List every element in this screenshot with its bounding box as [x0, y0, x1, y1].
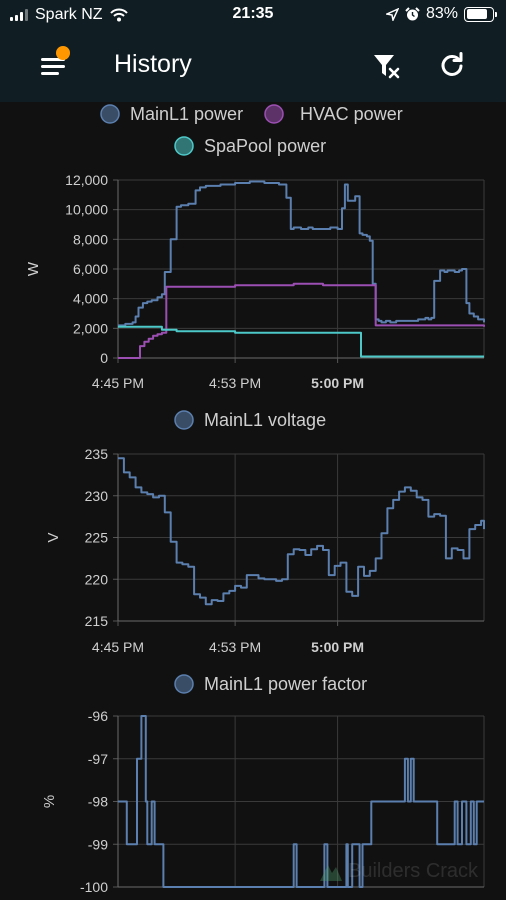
- y-tick-label: 230: [85, 488, 109, 504]
- wifi-icon: [109, 8, 128, 22]
- y-tick-label: 215: [85, 613, 109, 629]
- y-tick-label: -100: [80, 879, 108, 895]
- y-tick-label: 10,000: [65, 202, 108, 218]
- series-line-spapool-power: [118, 325, 484, 358]
- battery-icon: [464, 6, 497, 22]
- y-tick-label: -97: [88, 751, 108, 767]
- y-tick-label: 0: [100, 350, 108, 366]
- watermark: Builders Crack: [318, 860, 478, 883]
- charts-svg: MainL1 power HVAC power SpaPool power 0 2,00…: [25, 104, 485, 895]
- history-charts: MainL1 power HVAC power SpaPool power 0 2,00…: [0, 102, 506, 900]
- watermark-text: Builders Crack: [348, 860, 479, 882]
- battery-percent: 83%: [425, 5, 458, 22]
- y-tick-label: 12,000: [65, 172, 108, 188]
- y-tick-label: 225: [85, 530, 109, 546]
- y-tick-label: 220: [85, 571, 109, 587]
- page-title: History: [114, 50, 192, 78]
- menu-icon-bar: [41, 72, 59, 75]
- signal-strength-icon: [10, 9, 28, 21]
- menu-button[interactable]: [38, 46, 70, 82]
- menu-icon: [41, 58, 65, 61]
- series-line-mainl1-power-factor: [118, 715, 484, 888]
- legend-swatch: [174, 410, 194, 430]
- series-line-hvac-power: [118, 282, 485, 359]
- watermark-logo-icon: [320, 864, 342, 881]
- legend-label: MainL1 power: [130, 104, 243, 124]
- y-tick-label: 6,000: [73, 261, 108, 277]
- legend-label: MainL1 power factor: [204, 674, 367, 694]
- y-tick-label: -99: [88, 836, 108, 852]
- y-tick-label: 2,000: [73, 320, 108, 336]
- chart-3: MainL1 power factor -100 -99 -98 -97 -96%: [41, 674, 485, 895]
- x-tick-label: 4:45 PM: [92, 375, 144, 391]
- clock: 21:35: [232, 5, 274, 22]
- filter-remove-icon[interactable]: [370, 50, 402, 82]
- y-tick-label: 235: [85, 446, 109, 462]
- notification-badge: [56, 46, 70, 60]
- x-tick-label: 4:53 PM: [209, 375, 261, 391]
- refresh-icon[interactable]: [436, 50, 468, 82]
- y-tick-label: -96: [88, 708, 108, 724]
- x-tick-label: 4:53 PM: [209, 639, 261, 655]
- series-line-mainl1-voltage: [118, 457, 485, 606]
- y-axis-label: V: [45, 532, 62, 542]
- carrier-label: Spark NZ: [35, 6, 103, 23]
- x-tick-label: 5:00 PM: [311, 639, 364, 655]
- chart-2: MainL1 voltage 215 220 225 230 235 V 4:45 PM 4:5…: [45, 410, 485, 655]
- legend-swatch: [174, 674, 194, 694]
- y-tick-label: -98: [88, 794, 108, 810]
- alarm-clock-icon: [405, 6, 420, 20]
- y-tick-label: 4,000: [73, 291, 108, 307]
- y-tick-label: 8,000: [73, 231, 108, 247]
- legend-swatch: [174, 136, 194, 156]
- series-line-mainl1-power: [118, 180, 485, 327]
- location-arrow-icon: [385, 7, 399, 21]
- legend-label: MainL1 voltage: [204, 410, 326, 430]
- x-tick-label: 5:00 PM: [311, 375, 364, 391]
- status-bar: Spark NZ 21:35 83%: [0, 0, 506, 30]
- y-axis-label: %: [41, 795, 58, 808]
- legend-label: SpaPool power: [204, 136, 326, 156]
- y-axis-label: W: [25, 261, 42, 276]
- chart-1: MainL1 power HVAC power SpaPool power 0 2,00…: [25, 104, 485, 391]
- legend-swatch: [264, 104, 284, 124]
- app-toolbar: History: [0, 30, 506, 102]
- legend-swatch: [100, 104, 120, 124]
- x-tick-label: 4:45 PM: [92, 639, 144, 655]
- legend-label: HVAC power: [300, 104, 403, 124]
- menu-icon-bar: [41, 65, 65, 68]
